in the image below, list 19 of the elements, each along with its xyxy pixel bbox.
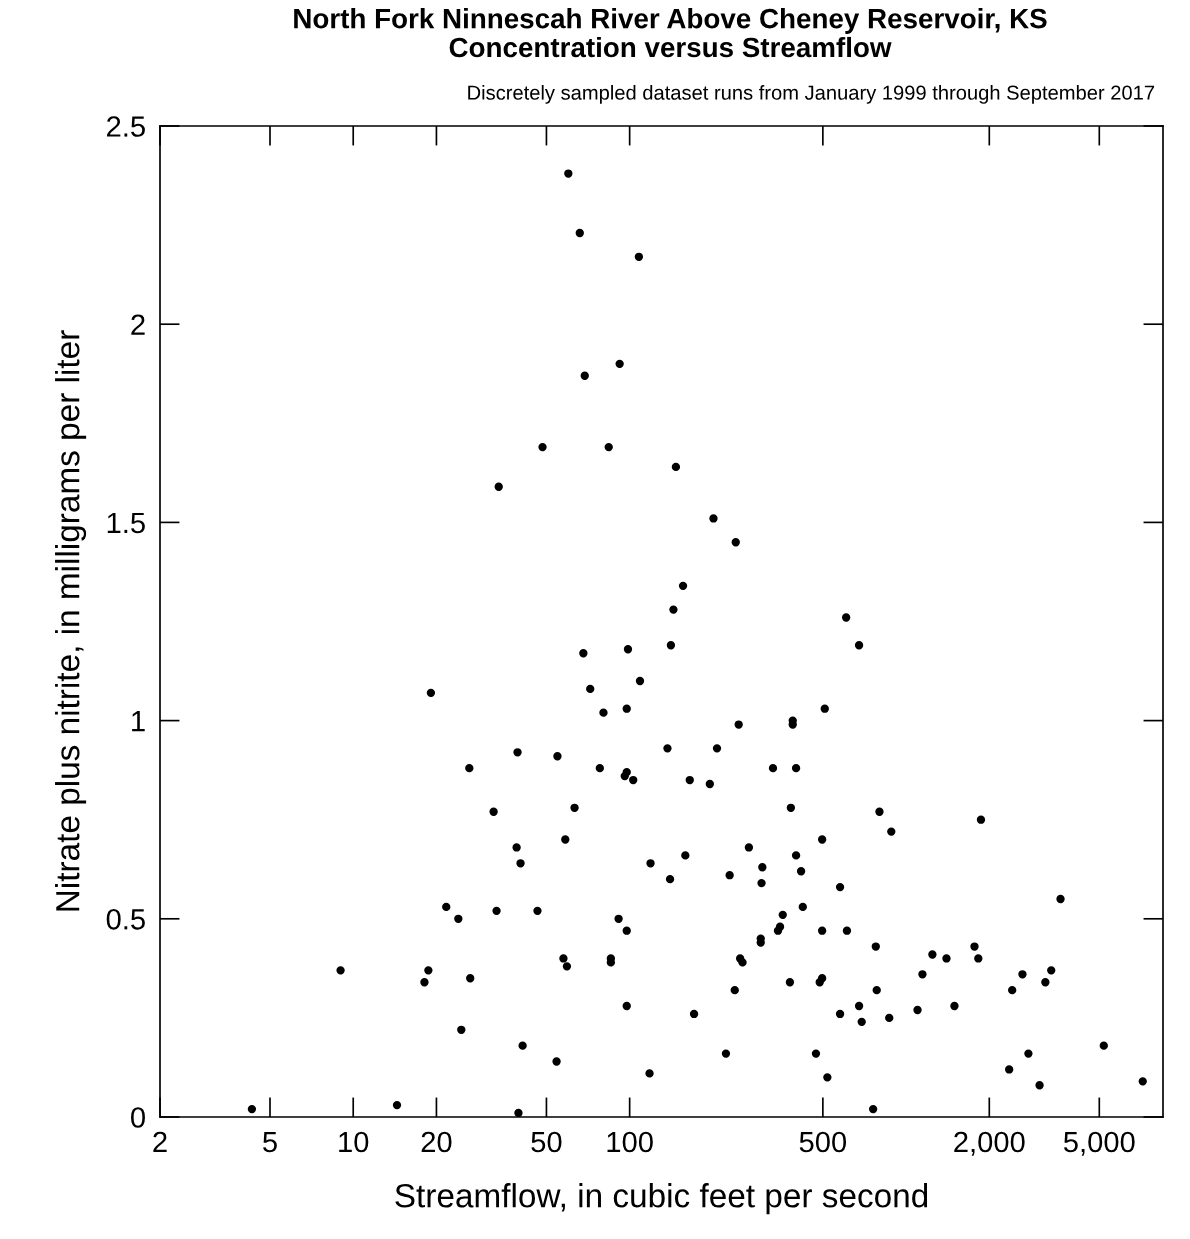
x-axis-title: Streamflow, in cubic feet per second bbox=[395, 1183, 928, 1215]
chart-title: North Fork Ninnescah River Above Cheney Reservoir, KS Concentration versus Streamflow bbox=[294, 8, 1047, 58]
y-tick-label: 2 bbox=[131, 314, 145, 335]
y-axis-title: Nitrate plus nitrite, in milligrams per liter bbox=[55, 330, 87, 911]
x-tick-label: 2,000 bbox=[954, 1131, 1025, 1156]
y-tick-label: 0.5 bbox=[106, 909, 145, 930]
chart-subtitle: Discretely sampled dataset runs from January 1999 through September 2017 bbox=[468, 85, 1155, 104]
x-tick-label: 20 bbox=[421, 1131, 452, 1153]
x-tick-label: 500 bbox=[799, 1131, 847, 1153]
x-tick-label: 10 bbox=[339, 1131, 369, 1153]
x-tick-label: 5,000 bbox=[1063, 1131, 1135, 1156]
x-tick-label: 100 bbox=[607, 1131, 653, 1153]
y-tick-label: 2.5 bbox=[107, 116, 145, 137]
y-tick-label: 1 bbox=[132, 711, 145, 732]
x-tick-label: 50 bbox=[531, 1131, 562, 1153]
x-tick-label: 2 bbox=[153, 1131, 167, 1153]
y-tick-label: 0 bbox=[131, 1107, 145, 1128]
x-tick-label: 5 bbox=[263, 1131, 277, 1153]
y-tick-label: 1.5 bbox=[107, 512, 145, 534]
